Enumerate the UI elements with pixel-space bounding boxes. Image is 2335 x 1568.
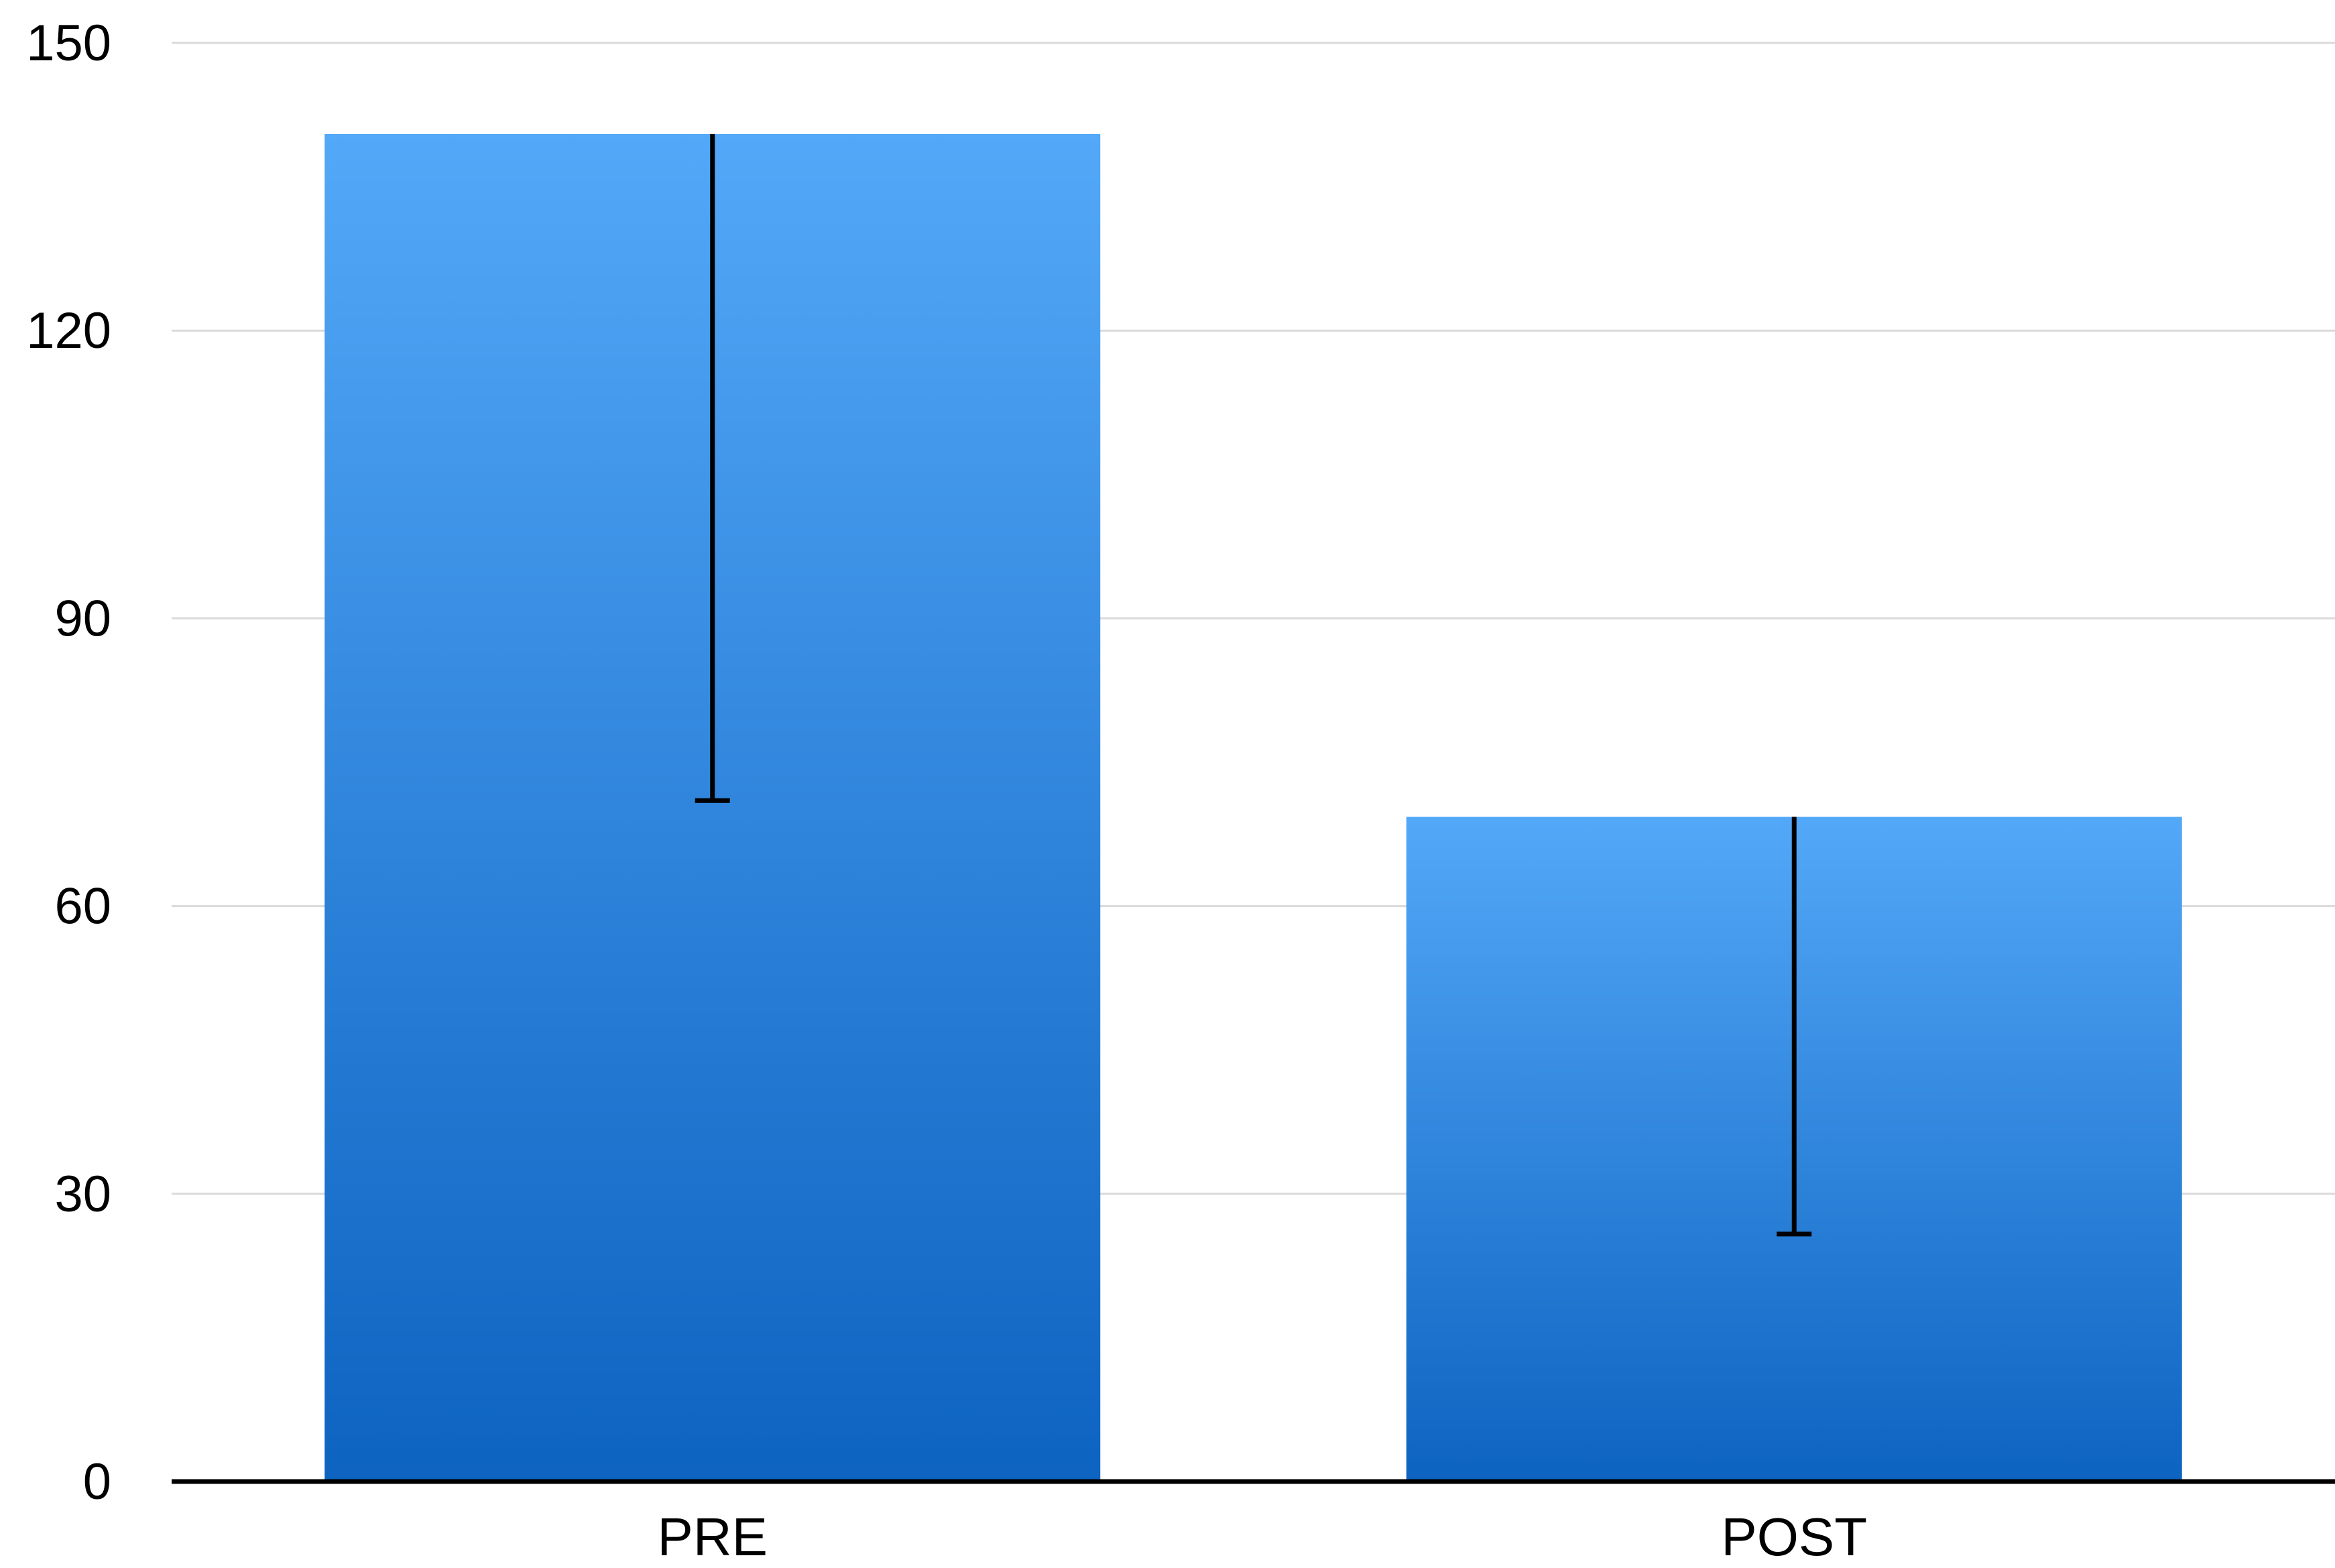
tick-labels: 0 30 60 90 120 150 PRE POST (26, 15, 1867, 1567)
x-tick-label-pre: PRE (658, 1507, 768, 1565)
y-tick-label: 90 (54, 590, 111, 647)
y-tick-label: 0 (83, 1453, 111, 1510)
x-tick-label-post: POST (1721, 1507, 1867, 1565)
y-tick-label: 150 (26, 15, 111, 72)
y-tick-label: 30 (54, 1166, 111, 1223)
y-tick-label: 60 (54, 878, 111, 935)
y-tick-label: 120 (26, 302, 111, 359)
bars (324, 133, 2182, 1482)
error-bars (695, 133, 1812, 1237)
